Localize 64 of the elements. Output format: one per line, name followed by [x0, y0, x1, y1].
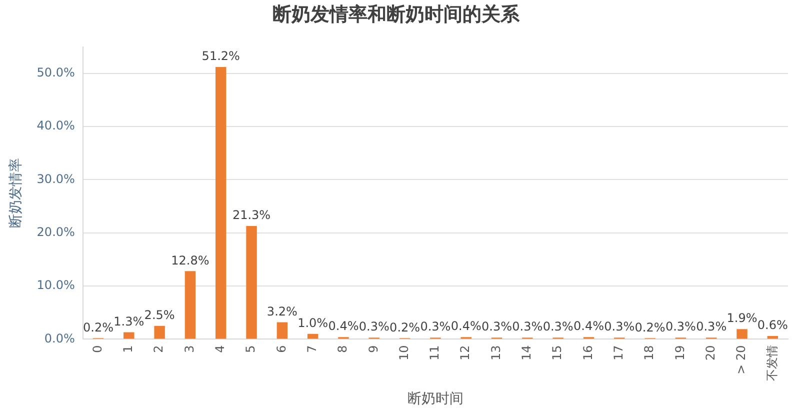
x-tick-label: 不发情 [764, 345, 779, 382]
bar [154, 326, 165, 339]
chart-title: 断奶发情率和断奶时间的关系 [272, 3, 520, 26]
x-tick-label: 13 [488, 345, 503, 360]
data-label: 51.2% [202, 49, 240, 64]
x-tick-label: 8 [336, 345, 350, 353]
bar [216, 67, 226, 339]
data-label: 0.3% [542, 320, 574, 334]
data-label: 0.4% [450, 319, 482, 334]
data-label: 0.2% [390, 320, 420, 334]
data-label: 0.3% [665, 320, 696, 334]
x-tick-label: 9 [366, 345, 380, 353]
y-axis-title: 断奶发情率 [8, 158, 24, 228]
data-label: 0.2% [83, 320, 114, 334]
y-tick-label: 0.0% [44, 331, 75, 346]
x-tick-label: 5 [244, 345, 258, 353]
data-label: 0.3% [482, 320, 512, 334]
x-tick-label: 6 [274, 345, 288, 353]
x-tick-label: > 20 [734, 345, 748, 374]
data-label: 3.2% [266, 304, 298, 318]
bar [767, 336, 778, 339]
data-label: 0.3% [512, 320, 543, 334]
x-tick-label: 16 [580, 345, 595, 360]
bar [124, 332, 134, 339]
x-tick-label: 18 [642, 345, 656, 360]
data-label: 0.3% [420, 320, 451, 334]
data-label: 0.3% [358, 320, 390, 334]
data-label: 12.8% [171, 253, 210, 268]
x-tick-label: 3 [182, 345, 196, 353]
bar [307, 334, 318, 339]
x-tick-label: 0 [90, 345, 104, 353]
data-label: 1.9% [726, 311, 758, 326]
bar [276, 322, 288, 339]
y-tick-label: 20.0% [36, 225, 75, 239]
data-label: 21.3% [232, 208, 271, 222]
data-label: 1.0% [298, 316, 328, 330]
bar [184, 271, 196, 339]
x-tick-label: 7 [304, 345, 319, 353]
data-label: 0.3% [696, 320, 727, 334]
x-tick-label: 20 [703, 345, 718, 360]
x-tick-label: 14 [520, 345, 534, 360]
data-label: 0.6% [757, 318, 788, 332]
bar [246, 226, 257, 339]
x-tick-label: 17 [612, 345, 626, 360]
data-label: 1.3% [114, 314, 144, 328]
x-tick-label: 10 [396, 345, 411, 360]
x-tick-label: 19 [672, 345, 687, 360]
x-tick-label: 11 [428, 345, 442, 360]
y-tick-label: 30.0% [36, 172, 75, 186]
data-label: 0.2% [634, 320, 666, 334]
x-tick-label: 2 [152, 345, 166, 353]
data-label: 2.5% [144, 308, 175, 322]
x-tick-label: 15 [550, 345, 564, 360]
y-tick-label: 40.0% [36, 118, 75, 133]
x-tick-label: 1 [121, 345, 136, 353]
data-label: 0.4% [328, 319, 359, 334]
x-axis-title: 断奶时间 [407, 391, 464, 408]
data-label: 0.3% [604, 320, 635, 334]
y-tick-label: 50.0% [36, 66, 75, 80]
x-tick-label: 12 [458, 345, 472, 360]
y-tick-label: 10.0% [36, 278, 75, 292]
data-label: 0.4% [573, 319, 604, 334]
x-tick-label: 4 [212, 345, 227, 353]
bar [736, 329, 748, 339]
